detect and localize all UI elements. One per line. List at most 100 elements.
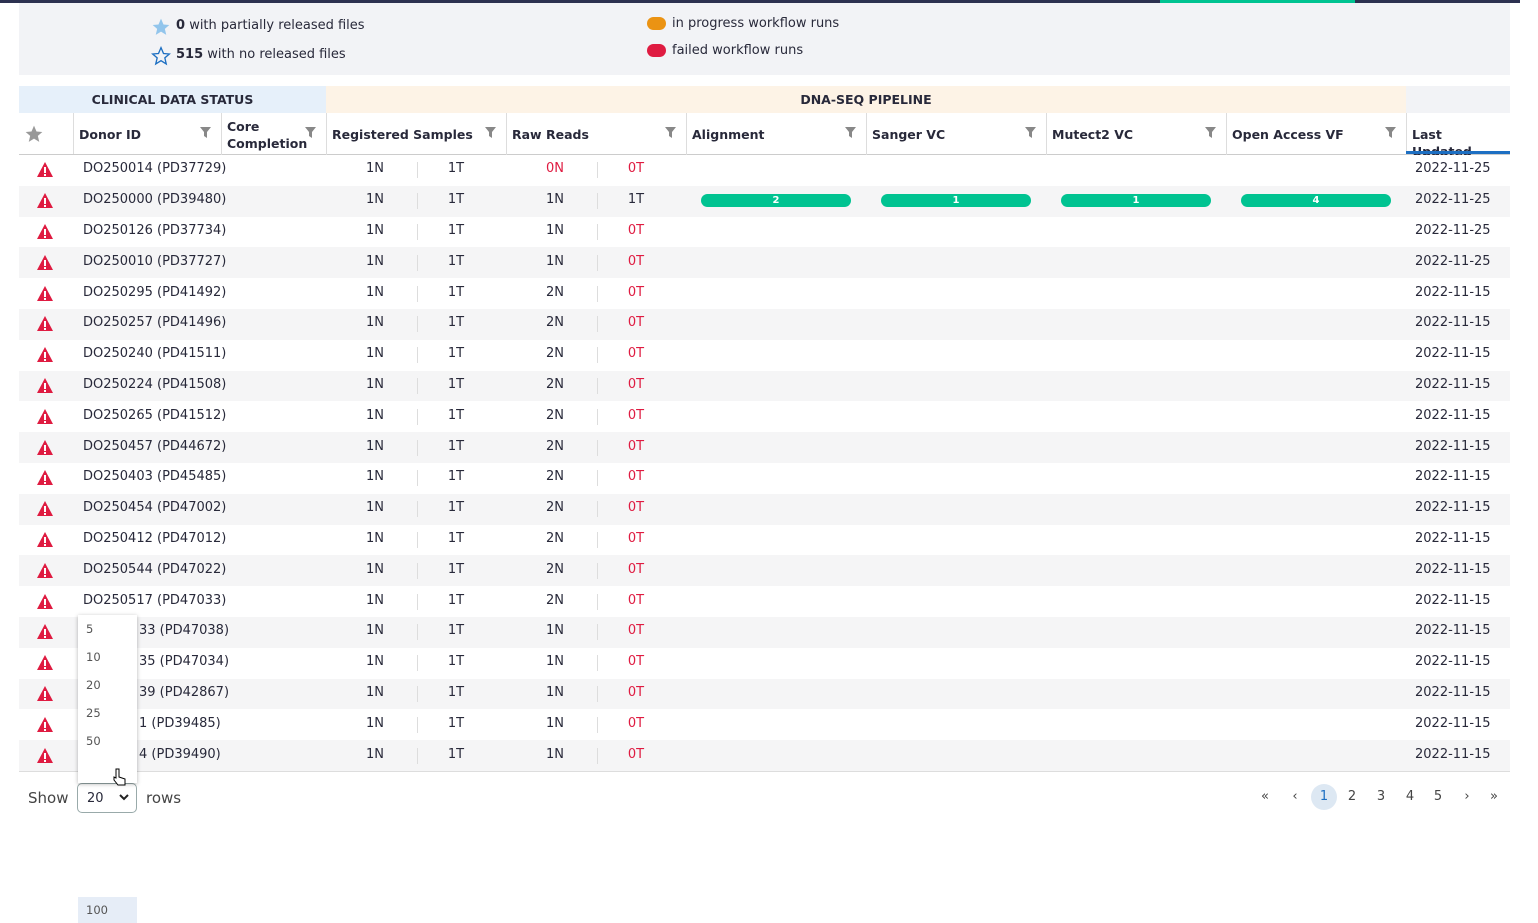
cell-divider: [417, 747, 418, 764]
filter-icon[interactable]: [1385, 127, 1396, 138]
sample-count: 0T: [627, 561, 645, 577]
sample-count: 1N: [546, 654, 564, 670]
cell-divider: [417, 532, 418, 548]
warning-icon: [37, 347, 53, 363]
last-updated: 2022-11-15: [1415, 623, 1491, 639]
warning-icon: [37, 747, 53, 763]
sample-count: 0T: [627, 592, 645, 608]
sample-count: 0T: [627, 438, 645, 454]
sample-count: 1T: [447, 438, 465, 454]
page-button[interactable]: ›: [1464, 789, 1470, 804]
page-button[interactable]: 5: [1433, 789, 1443, 804]
sample-count: 0T: [627, 315, 645, 331]
run-pill[interactable]: 1: [881, 194, 1031, 208]
filter-icon[interactable]: [485, 127, 496, 138]
run-pill[interactable]: 4: [1241, 194, 1391, 208]
sample-count: 1T: [447, 746, 465, 762]
cell-divider: [597, 593, 598, 610]
donor-id: DO250014 (PD37729): [83, 161, 227, 177]
dropdown-option[interactable]: 10: [86, 650, 101, 664]
star-header[interactable]: [24, 124, 44, 144]
sample-count: 1N: [366, 438, 384, 454]
legend-text: failed workflow runs: [672, 43, 804, 58]
filter-icon[interactable]: [305, 127, 316, 138]
cell-divider: [597, 470, 598, 487]
donor-id: DO250454 (PD47002): [83, 500, 227, 516]
filter-icon[interactable]: [1025, 127, 1036, 138]
sample-count: 0T: [627, 623, 645, 639]
sample-count: 1T: [447, 654, 465, 670]
dropdown-option[interactable]: 25: [86, 706, 101, 720]
last-updated: 2022-11-15: [1415, 315, 1491, 331]
sample-count: 2N: [546, 592, 564, 608]
sample-count: 0T: [627, 500, 645, 516]
sample-count: 0T: [627, 469, 645, 485]
warning-icon: [37, 285, 53, 301]
sample-count: 1N: [546, 253, 564, 269]
cell-divider: [597, 686, 598, 702]
warning-icon: [37, 378, 53, 393]
page-button[interactable]: 3: [1376, 789, 1386, 804]
cell-divider: [597, 532, 598, 548]
page-size-select[interactable]: 20: [77, 783, 137, 813]
legend-panel: [19, 3, 1510, 75]
sample-count: 1T: [447, 561, 465, 577]
sample-count: 1N: [546, 715, 564, 731]
run-pill[interactable]: 1: [1061, 194, 1211, 208]
filter-icon[interactable]: [845, 127, 856, 138]
cell-divider: [417, 686, 418, 702]
last-updated: 2022-11-15: [1415, 346, 1491, 362]
sample-count: 1T: [447, 531, 465, 546]
table-bottom: [19, 771, 1510, 772]
warning-icon: [37, 686, 53, 701]
donor-id: 1 (PD39485): [139, 715, 221, 731]
count: 0: [176, 18, 186, 33]
cell-divider: [417, 408, 418, 425]
row-bg: [19, 339, 1510, 371]
row-bg: [19, 247, 1510, 279]
column-header: Alignment: [692, 127, 765, 142]
page-button[interactable]: 2: [1347, 789, 1357, 804]
dropdown-option[interactable]: 20: [86, 678, 101, 692]
sample-count: 0N: [546, 161, 564, 177]
sample-count: 1T: [447, 346, 465, 362]
page-button[interactable]: «: [1261, 789, 1269, 804]
filter-icon[interactable]: [665, 127, 676, 138]
donor-id: DO250517 (PD47033): [83, 592, 227, 608]
sample-count: 1N: [546, 192, 564, 208]
sample-count: 1N: [366, 407, 384, 423]
cell-divider: [417, 624, 418, 641]
sample-count: 1N: [366, 346, 384, 362]
cell-divider: [597, 193, 598, 210]
row-bg: [19, 463, 1510, 494]
page-button[interactable]: »: [1490, 789, 1498, 804]
column-header: Registered Samples: [332, 127, 473, 142]
sample-count: 1T: [447, 377, 465, 392]
dropdown-option[interactable]: 5: [86, 622, 94, 636]
dropdown-option[interactable]: 50: [86, 734, 101, 748]
sample-count: 1N: [366, 654, 384, 670]
donor-id: DO250257 (PD41496): [83, 315, 227, 331]
sample-count: 2N: [546, 284, 564, 300]
page-button[interactable]: ‹: [1292, 789, 1298, 804]
donor-id: DO250412 (PD47012): [83, 531, 227, 546]
column-header: Mutect2 VC: [1052, 127, 1134, 142]
row-bg: [19, 647, 1510, 679]
run-pill[interactable]: 2: [701, 194, 851, 208]
page-size-dropdown: 5 10 20 25 50 100: [78, 615, 137, 923]
row-bg: [19, 370, 1510, 402]
cell-divider: [597, 254, 598, 271]
page-button[interactable]: 1: [1311, 784, 1337, 810]
sample-count: 1T: [447, 161, 465, 177]
page-button[interactable]: 4: [1405, 789, 1415, 804]
filter-icon[interactable]: [1205, 127, 1216, 138]
donor-id: DO250457 (PD44672): [83, 438, 227, 454]
cell-divider: [417, 716, 418, 733]
filter-icon[interactable]: [200, 127, 211, 138]
last-updated: 2022-11-15: [1415, 592, 1491, 608]
row-bg: [19, 278, 1510, 309]
cell-divider: [597, 224, 598, 240]
cell-divider: [417, 562, 418, 579]
sample-count: 0T: [627, 223, 645, 238]
dropdown-option[interactable]: 100: [78, 897, 137, 923]
